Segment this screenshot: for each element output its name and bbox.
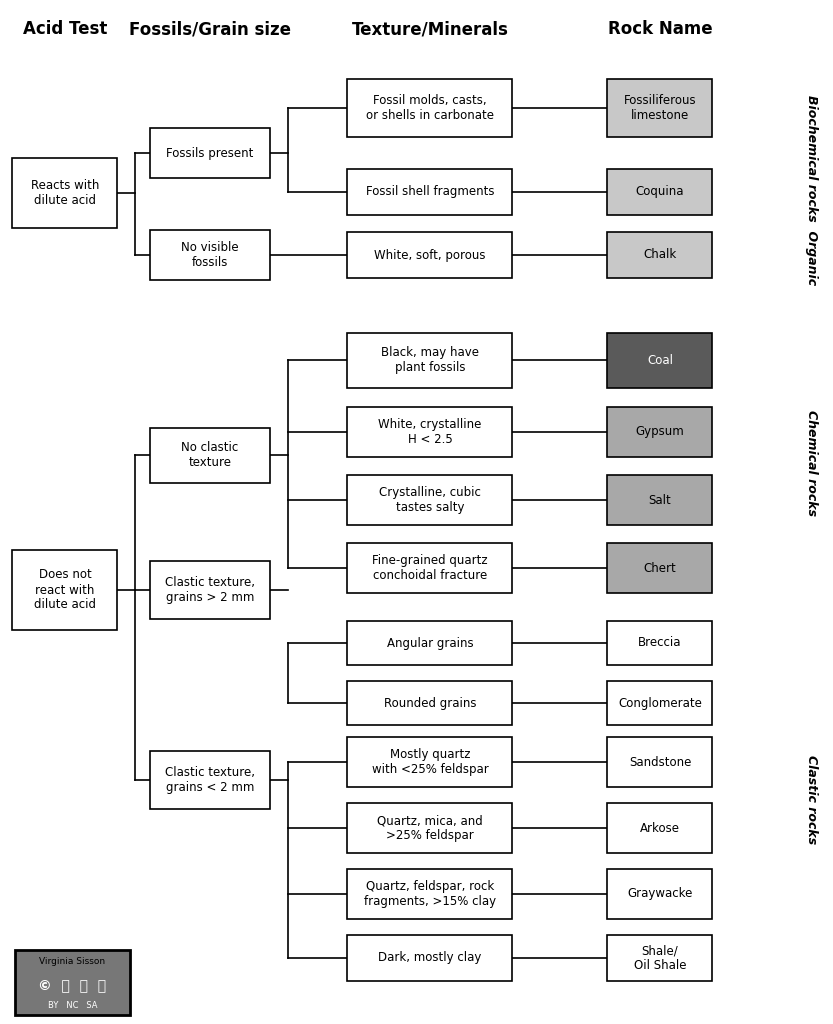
Text: Texture/Minerals: Texture/Minerals (352, 20, 508, 38)
FancyBboxPatch shape (12, 158, 117, 228)
Text: No visible
fossils: No visible fossils (182, 241, 239, 269)
FancyBboxPatch shape (15, 950, 130, 1015)
Text: Biochemical rocks  Organic: Biochemical rocks Organic (806, 95, 819, 285)
Text: White, crystalline
H < 2.5: White, crystalline H < 2.5 (378, 418, 481, 446)
FancyBboxPatch shape (607, 935, 712, 981)
Text: Fine-grained quartz
conchoidal fracture: Fine-grained quartz conchoidal fracture (372, 554, 488, 582)
FancyBboxPatch shape (347, 543, 512, 593)
FancyBboxPatch shape (607, 475, 712, 525)
FancyBboxPatch shape (347, 333, 512, 387)
Text: Fossil molds, casts,
or shells in carbonate: Fossil molds, casts, or shells in carbon… (366, 94, 494, 122)
FancyBboxPatch shape (347, 869, 512, 919)
Text: BY   NC   SA: BY NC SA (47, 1000, 97, 1010)
FancyBboxPatch shape (607, 737, 712, 787)
FancyBboxPatch shape (607, 169, 712, 215)
FancyBboxPatch shape (150, 561, 270, 618)
Text: Chalk: Chalk (643, 249, 676, 261)
Text: Gypsum: Gypsum (636, 426, 685, 438)
FancyBboxPatch shape (347, 935, 512, 981)
Text: Fossil shell fragments: Fossil shell fragments (366, 185, 494, 199)
Text: Black, may have
plant fossils: Black, may have plant fossils (381, 346, 479, 374)
Text: Reacts with
dilute acid: Reacts with dilute acid (31, 179, 99, 207)
FancyBboxPatch shape (150, 128, 270, 178)
Text: Salt: Salt (649, 494, 671, 507)
FancyBboxPatch shape (347, 681, 512, 725)
Text: Fossils/Grain size: Fossils/Grain size (129, 20, 291, 38)
FancyBboxPatch shape (347, 407, 512, 457)
Text: Mostly quartz
with <25% feldspar: Mostly quartz with <25% feldspar (372, 748, 488, 776)
Text: Shale/
Oil Shale: Shale/ Oil Shale (634, 944, 686, 972)
Text: Rounded grains: Rounded grains (384, 696, 476, 710)
Text: Chert: Chert (644, 561, 676, 574)
FancyBboxPatch shape (607, 407, 712, 457)
Text: Quartz, mica, and
>25% feldspar: Quartz, mica, and >25% feldspar (377, 814, 483, 842)
Text: Quartz, feldspar, rock
fragments, >15% clay: Quartz, feldspar, rock fragments, >15% c… (364, 880, 496, 908)
Text: Coal: Coal (647, 353, 673, 367)
FancyBboxPatch shape (607, 333, 712, 387)
FancyBboxPatch shape (607, 869, 712, 919)
Text: Angular grains: Angular grains (387, 637, 473, 649)
Text: Rock Name: Rock Name (608, 20, 712, 38)
FancyBboxPatch shape (150, 751, 270, 809)
Text: Does not
react with
dilute acid: Does not react with dilute acid (34, 568, 96, 611)
Text: Fossiliferous
limestone: Fossiliferous limestone (624, 94, 696, 122)
FancyBboxPatch shape (347, 232, 512, 278)
FancyBboxPatch shape (607, 79, 712, 137)
FancyBboxPatch shape (12, 550, 117, 630)
FancyBboxPatch shape (150, 230, 270, 280)
Text: Fossils present: Fossils present (167, 146, 254, 160)
Text: No clastic
texture: No clastic texture (182, 441, 238, 469)
Text: Virginia Sisson: Virginia Sisson (39, 957, 106, 967)
Text: Clastic rocks: Clastic rocks (806, 756, 819, 845)
Text: Chemical rocks: Chemical rocks (806, 411, 819, 516)
FancyBboxPatch shape (607, 232, 712, 278)
Text: White, soft, porous: White, soft, porous (374, 249, 486, 261)
Text: Clastic texture,
grains > 2 mm: Clastic texture, grains > 2 mm (165, 575, 255, 604)
Text: Graywacke: Graywacke (627, 888, 693, 900)
Text: Dark, mostly clay: Dark, mostly clay (378, 951, 481, 965)
Text: Breccia: Breccia (638, 637, 681, 649)
FancyBboxPatch shape (150, 427, 270, 482)
Text: Clastic texture,
grains < 2 mm: Clastic texture, grains < 2 mm (165, 766, 255, 794)
FancyBboxPatch shape (347, 169, 512, 215)
FancyBboxPatch shape (347, 475, 512, 525)
FancyBboxPatch shape (347, 737, 512, 787)
Text: Crystalline, cubic
tastes salty: Crystalline, cubic tastes salty (379, 486, 481, 514)
FancyBboxPatch shape (607, 681, 712, 725)
Text: Sandstone: Sandstone (629, 756, 691, 768)
FancyBboxPatch shape (607, 621, 712, 665)
Text: Arkose: Arkose (640, 821, 680, 835)
Text: Coquina: Coquina (636, 185, 684, 199)
FancyBboxPatch shape (347, 79, 512, 137)
FancyBboxPatch shape (607, 543, 712, 593)
Text: Conglomerate: Conglomerate (618, 696, 702, 710)
FancyBboxPatch shape (607, 803, 712, 853)
FancyBboxPatch shape (347, 621, 512, 665)
FancyBboxPatch shape (347, 803, 512, 853)
Text: Acid Test: Acid Test (22, 20, 107, 38)
Text: ©  ⓘ  ⓢ  ⓢ: © ⓘ ⓢ ⓢ (38, 978, 107, 992)
